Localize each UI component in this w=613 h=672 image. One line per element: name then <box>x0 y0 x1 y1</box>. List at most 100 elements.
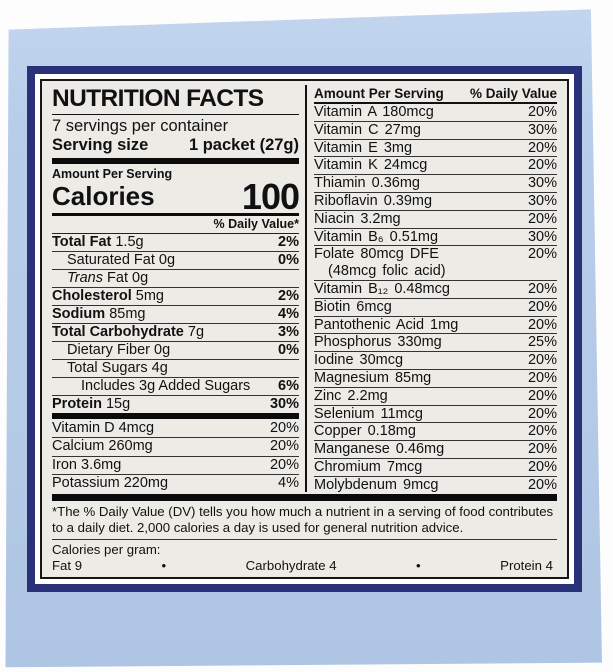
daily-value-percent: 20% <box>527 316 557 333</box>
daily-value-percent: 20% <box>527 441 557 458</box>
nutrient-name: Magnesium 85mg <box>314 369 432 386</box>
nutrient-subnote: (48mcg folic acid) <box>328 263 446 280</box>
nutrient-row: Folate 80mcg DFE 20% (48mcg folic acid) <box>314 246 557 281</box>
nutrient-row: Selenium 11mcg 20% <box>314 406 557 424</box>
daily-value-percent: 20% <box>527 405 557 422</box>
nutrient-row: Protein 15g 30% <box>52 396 299 413</box>
daily-value-percent: 20% <box>527 104 557 120</box>
nutrient-row: Iron 3.6mg 20% <box>52 457 299 475</box>
nutrient-name: Calcium 260mg <box>52 438 153 455</box>
daily-value-percent: 20% <box>527 139 557 156</box>
calories-per-gram-label: Calories per gram: <box>52 542 161 557</box>
daily-value-percent: 20% <box>527 210 557 227</box>
nutrient-row: Dietary Fiber 0g 0% <box>52 342 299 361</box>
left-column: NUTRITION FACTS 7 servings per container… <box>52 85 300 492</box>
nutrient-name: Chromium 7mcg <box>314 458 423 475</box>
daily-value-percent: 30% <box>527 175 557 192</box>
nutrient-row: Total Sugars 4g <box>52 360 299 379</box>
main-nutrient-list: Total Fat 1.5g 2% Saturated Fat 0g 0% Tr… <box>52 234 299 413</box>
nutrient-name: Trans Fat 0g <box>67 270 149 287</box>
daily-value-percent: 0% <box>278 342 299 359</box>
nutrient-row: Riboflavin 0.39mg 30% <box>314 193 557 211</box>
nutrient-name: Vitamin K 24mcg <box>314 157 428 174</box>
label-footer: *The % Daily Value (DV) tells you how mu… <box>52 494 557 574</box>
daily-value-percent: 30% <box>527 228 557 245</box>
nutrient-name: Vitamin D 4mcg <box>52 420 155 437</box>
nutrient-name: Phosphorus 330mg <box>314 334 442 351</box>
nutrient-name: Dietary Fiber 0g <box>67 342 171 359</box>
nutrient-name: Niacin 3.2mg <box>314 210 401 227</box>
nutrient-row: Biotin 6mcg 20% <box>314 299 557 317</box>
vitamin-mineral-list: Vitamin D 4mcg 20% Calcium 260mg 20% Iro… <box>52 420 299 492</box>
right-column: Amount Per Serving % Daily Value Vitamin… <box>307 85 557 494</box>
nutrient-name: Riboflavin 0.39mg <box>314 192 433 209</box>
column-divider <box>305 85 307 492</box>
nutrient-name: Saturated Fat 0g <box>67 252 176 269</box>
nutrient-row: Saturated Fat 0g 0% <box>52 252 299 271</box>
nutrient-name: Vitamin A 180mcg <box>314 104 434 120</box>
daily-value-percent: 30% <box>527 121 557 138</box>
thick-divider-bar <box>52 413 299 420</box>
micronutrient-list: Vitamin A 180mcg 20% Vitamin C 27mg 30% <box>314 104 557 494</box>
thick-divider-bar <box>52 158 299 165</box>
nutrient-row: Copper 0.18mg 20% <box>314 423 557 442</box>
nutrient-row: Vitamin B₁₂ 0.48mcg 20% <box>314 281 557 299</box>
nutrient-row: Manganese 0.46mg 20% <box>314 441 557 459</box>
nutrient-row: Niacin 3.2mg 20% <box>314 211 557 229</box>
nutrient-name: Zinc 2.2mg <box>314 387 388 404</box>
daily-value-percent: 30% <box>527 192 557 209</box>
daily-value-percent: 2% <box>278 288 299 305</box>
daily-value-percent: 20% <box>269 456 299 473</box>
nutrient-name: Total Sugars 4g <box>67 360 168 377</box>
nutrient-name: Iodine 30mcg <box>314 352 404 369</box>
serving-size-row: Serving size 1 packet (27g) <box>52 136 299 155</box>
nutrient-row: Phosphorus 330mg 25% <box>314 334 557 353</box>
nutrient-name: Includes 3g Added Sugars <box>81 378 251 395</box>
nutrient-row: Vitamin K 24mcg 20% <box>314 157 557 176</box>
calories-value: 100 <box>241 176 300 218</box>
nutrient-name: Copper 0.18mg <box>314 423 416 440</box>
daily-value-percent: 30% <box>269 396 299 413</box>
nutrient-row: Iodine 30mcg 20% <box>314 352 557 370</box>
calories-per-gram-item: Carbohydrate 4 <box>245 558 337 573</box>
nutrient-row: Zinc 2.2mg 20% <box>314 388 557 406</box>
daily-value-percent: 20% <box>527 476 557 493</box>
nutrient-row: Sodium 85mg 4% <box>52 306 299 325</box>
calories-per-gram-item: Protein 4 <box>500 558 553 573</box>
nutrient-name: Manganese 0.46mg <box>314 441 445 458</box>
nutrient-row: Vitamin C 27mg 30% <box>314 122 557 140</box>
nutrient-row: Includes 3g Added Sugars 6% <box>52 378 299 397</box>
nutrient-name: Potassium 220mg <box>52 474 169 491</box>
daily-value-footnote: *The % Daily Value (DV) tells you how mu… <box>52 504 557 540</box>
calories-per-gram-item: • <box>161 558 167 573</box>
daily-value-percent: 20% <box>527 458 557 475</box>
daily-value-percent: 4% <box>278 474 299 491</box>
calories-per-gram-values: Fat 9 • Carbohydrate 4 • Protein 4 <box>52 558 557 574</box>
nutrient-row: Thiamin 0.36mg 30% <box>314 175 557 193</box>
nutrient-row: Chromium 7mcg 20% <box>314 459 557 477</box>
right-column-header: Amount Per Serving % Daily Value <box>314 85 557 104</box>
nutrient-name: Total Fat 1.5g <box>52 234 144 251</box>
daily-value-percent: 20% <box>527 423 557 440</box>
daily-value-percent: 20% <box>269 420 299 437</box>
nutrient-row: Potassium 220mg 4% <box>52 475 299 492</box>
nutrient-name: Iron 3.6mg <box>52 456 122 473</box>
nutrient-row: Magnesium 85mg 20% <box>314 370 557 388</box>
daily-value-percent: 25% <box>527 334 557 351</box>
amount-per-serving-header: Amount Per Serving <box>314 86 444 101</box>
daily-value-percent: 20% <box>527 387 557 404</box>
calories-per-gram-item: Fat 9 <box>52 558 83 573</box>
nutrient-name: Sodium 85mg <box>52 306 146 323</box>
nutrient-name: Selenium 11mcg <box>314 405 423 422</box>
daily-value-column-header: % Daily Value <box>469 86 557 101</box>
daily-value-percent: 20% <box>527 352 557 369</box>
nutrient-name: Vitamin C 27mg <box>314 121 421 138</box>
nutrient-name: Vitamin B₁₂ 0.48mcg <box>314 280 450 297</box>
serving-size-label: Serving size <box>52 136 149 154</box>
amount-per-serving-label: Amount Per Serving <box>52 167 173 182</box>
nutrient-name: Pantothenic Acid 1mg <box>314 316 459 333</box>
nutrient-row: Vitamin B₆ 0.51mg 30% <box>314 229 557 247</box>
calories-label: Calories <box>52 181 155 212</box>
calories-row: Calories 100 <box>52 176 300 218</box>
